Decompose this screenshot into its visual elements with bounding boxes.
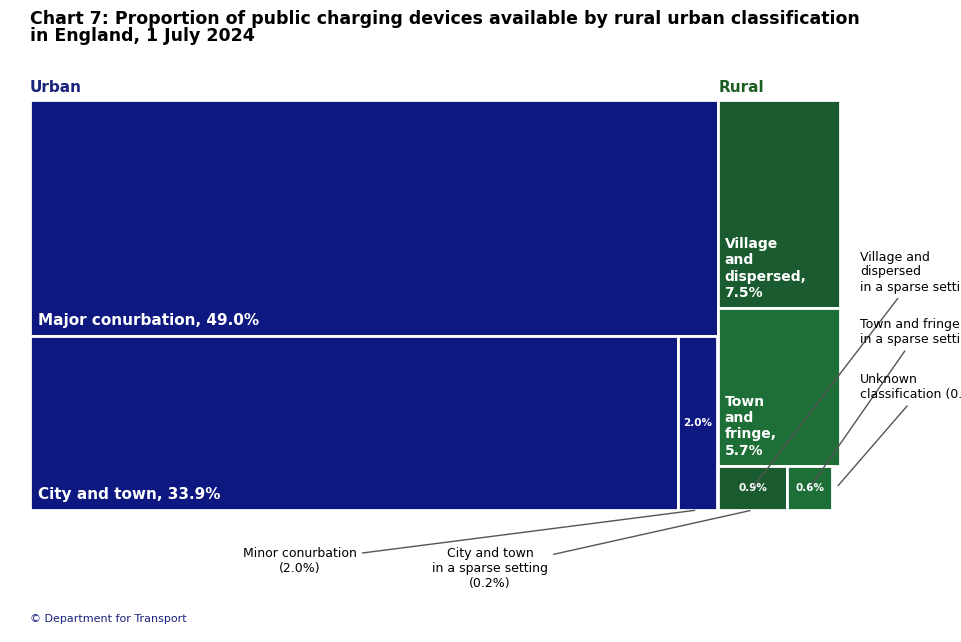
Text: Unknown
classification (0.1%): Unknown classification (0.1%) (837, 373, 961, 486)
Text: Village and
dispersed
in a sparse setting: Village and dispersed in a sparse settin… (753, 250, 961, 485)
Text: in England, 1 July 2024: in England, 1 July 2024 (30, 27, 255, 45)
Text: Town and fringe
in a sparse setting: Town and fringe in a sparse setting (810, 318, 961, 485)
Bar (786, 465, 831, 510)
Text: City and town
in a sparse setting
(0.2%): City and town in a sparse setting (0.2%) (431, 510, 750, 590)
Bar (30, 100, 718, 336)
Text: Village
and
dispersed,
7.5%: Village and dispersed, 7.5% (724, 237, 805, 300)
Text: Chart 7: Proportion of public charging devices available by rural urban classifi: Chart 7: Proportion of public charging d… (30, 10, 859, 28)
Text: Major conurbation, 49.0%: Major conurbation, 49.0% (38, 313, 259, 328)
Text: © Department for Transport: © Department for Transport (30, 614, 186, 624)
Text: Rural: Rural (718, 80, 763, 95)
Text: 0.9%: 0.9% (737, 483, 766, 493)
Bar (718, 100, 839, 308)
Bar (718, 465, 786, 510)
Text: 2.0%: 2.0% (682, 418, 711, 428)
Text: Urban: Urban (30, 80, 82, 95)
Bar (30, 336, 678, 510)
Text: City and town, 33.9%: City and town, 33.9% (38, 487, 220, 502)
Bar (678, 336, 716, 510)
Text: 0.6%: 0.6% (795, 483, 824, 493)
Text: Town
and
fringe,
5.7%: Town and fringe, 5.7% (724, 395, 776, 458)
Text: Minor conurbation
(2.0%): Minor conurbation (2.0%) (243, 510, 694, 575)
Bar (718, 308, 839, 465)
